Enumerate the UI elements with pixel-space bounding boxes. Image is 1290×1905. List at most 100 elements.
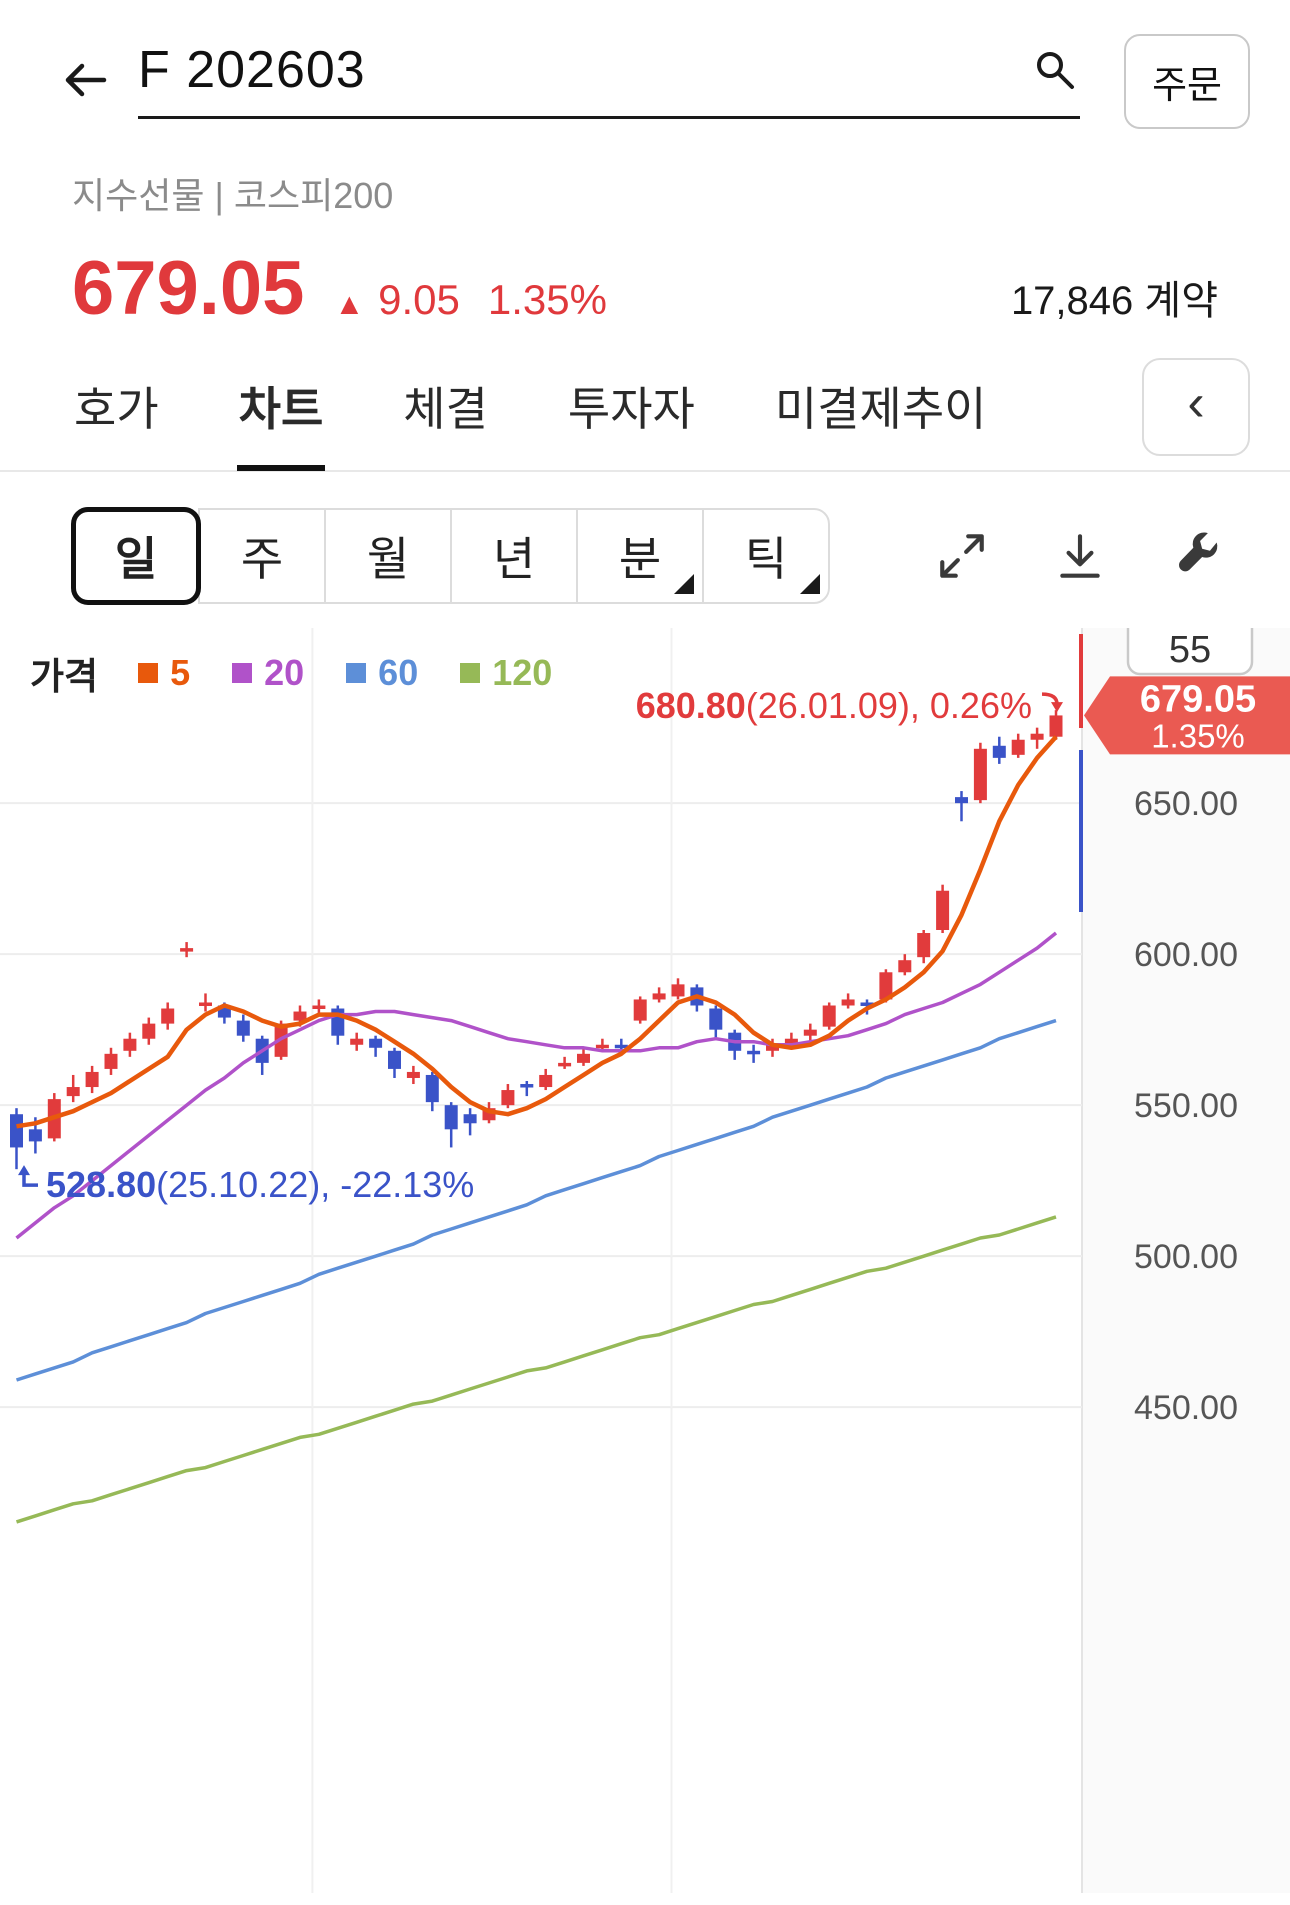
legend-items: 5 20 60 120 bbox=[138, 652, 552, 694]
legend-label: 60 bbox=[378, 652, 419, 693]
candle bbox=[236, 1020, 250, 1036]
download-button[interactable] bbox=[1052, 528, 1108, 584]
contract-volume: 17,846 계약 bbox=[1010, 279, 1218, 323]
candle bbox=[898, 960, 912, 973]
legend-swatch-icon bbox=[346, 663, 367, 683]
period-label: 일 bbox=[114, 533, 158, 585]
candle bbox=[142, 1023, 156, 1039]
candle bbox=[766, 1044, 779, 1051]
period-label: 주 bbox=[240, 533, 284, 585]
price-axis-panel bbox=[1082, 628, 1290, 1893]
current-price: 679.05 bbox=[72, 246, 305, 331]
candle bbox=[747, 1050, 761, 1055]
ma-line-5 bbox=[16, 735, 1058, 1129]
period-day-button[interactable]: 일 bbox=[71, 507, 201, 605]
y-axis-label: 450.00 bbox=[1134, 1389, 1238, 1427]
candle bbox=[803, 1029, 817, 1036]
ma-line-120 bbox=[15, 1215, 1057, 1524]
candle bbox=[1030, 733, 1044, 740]
y-axis-label: 650.00 bbox=[1134, 785, 1238, 823]
price-chart[interactable]: 가격 5 20 60 120 650.00 600.00 550.00 500.00 450.… bbox=[0, 628, 1290, 1893]
candle bbox=[350, 1038, 364, 1045]
candle bbox=[293, 1011, 307, 1021]
y-axis-label: 500.00 bbox=[1134, 1238, 1238, 1276]
period-year-button[interactable]: 년 bbox=[450, 508, 578, 604]
candle bbox=[652, 993, 666, 1000]
y-axis-label: 600.00 bbox=[1134, 936, 1238, 974]
ma-line-20 bbox=[15, 931, 1058, 1240]
tabs-scroll-left-button[interactable]: ‹ bbox=[1142, 358, 1250, 456]
chevron-left-icon: ‹ bbox=[1187, 374, 1205, 432]
badge-price-label: 679.05 bbox=[1140, 678, 1256, 720]
candle bbox=[123, 1038, 137, 1051]
chart-legend: 가격 5 20 60 120 bbox=[30, 646, 552, 700]
legend-label: 120 bbox=[492, 652, 553, 693]
badge-percent-label: 1.35% bbox=[1151, 717, 1245, 754]
candle bbox=[633, 999, 647, 1021]
candle bbox=[444, 1105, 458, 1130]
candle bbox=[425, 1074, 439, 1103]
legend-swatch-icon bbox=[232, 663, 253, 683]
edge-mark-red bbox=[1079, 634, 1083, 728]
period-month-button[interactable]: 월 bbox=[324, 508, 452, 604]
low-marker-arrow bbox=[22, 1173, 38, 1187]
legend-item-ma60: 60 bbox=[346, 652, 418, 694]
candle bbox=[917, 933, 931, 958]
candle bbox=[822, 1005, 836, 1027]
chart-settings-button[interactable] bbox=[1170, 528, 1226, 584]
candle bbox=[614, 1044, 628, 1049]
current-price-badge bbox=[1084, 676, 1290, 755]
candle bbox=[936, 890, 950, 930]
candle bbox=[161, 1008, 175, 1024]
order-button[interactable]: 주문 bbox=[1124, 34, 1250, 129]
candles-layer bbox=[10, 710, 1063, 1170]
legend-title: 가격 bbox=[30, 656, 99, 697]
tab-chart[interactable]: 차트 bbox=[236, 359, 326, 471]
legend-swatch-icon bbox=[460, 663, 481, 683]
tab-quotes[interactable]: 호가 bbox=[74, 383, 159, 435]
axis-value-box bbox=[1126, 628, 1254, 676]
candle bbox=[388, 1050, 401, 1069]
header: F 202603 주문 bbox=[0, 0, 1290, 129]
candle bbox=[577, 1053, 590, 1063]
dropdown-corner-icon bbox=[800, 574, 820, 594]
candle bbox=[312, 1005, 326, 1009]
expand-icon bbox=[940, 534, 984, 578]
period-tick-button[interactable]: 틱 bbox=[702, 508, 830, 604]
legend-item-ma20: 20 bbox=[232, 652, 304, 694]
tab-investors[interactable]: 투자자 bbox=[567, 383, 695, 435]
period-minute-button[interactable]: 분 bbox=[576, 508, 704, 604]
axis-value-partial-label: 55 bbox=[1169, 629, 1211, 671]
candle bbox=[1049, 715, 1063, 737]
back-button[interactable] bbox=[56, 52, 112, 108]
instrument-category: 지수선물 | 코스피200 bbox=[72, 175, 394, 216]
candle bbox=[406, 1071, 420, 1078]
candle bbox=[539, 1074, 553, 1088]
high-annotation: 680.80(26.01.09), 0.26% bbox=[636, 685, 1032, 726]
candle bbox=[369, 1038, 383, 1048]
search-button[interactable] bbox=[1030, 45, 1080, 95]
period-week-button[interactable]: 주 bbox=[198, 508, 326, 604]
tab-open-interest[interactable]: 미결제추이 bbox=[774, 383, 987, 435]
candle bbox=[501, 1090, 515, 1106]
candle bbox=[879, 972, 893, 1000]
toolbar-icons bbox=[934, 528, 1226, 584]
ma-line-60 bbox=[15, 1018, 1057, 1382]
candle bbox=[1011, 739, 1025, 755]
chart-canvas[interactable]: 650.00 600.00 550.00 500.00 450.00 680.80(26.… bbox=[0, 628, 1290, 1893]
symbol-search-field[interactable]: F 202603 bbox=[138, 40, 1081, 119]
low-annotation: 528.80(25.10.22), -22.13% bbox=[46, 1164, 474, 1205]
candle bbox=[85, 1071, 99, 1088]
fullscreen-button[interactable] bbox=[934, 528, 990, 584]
page-title: F 202603 bbox=[138, 41, 366, 99]
candle bbox=[955, 797, 968, 804]
wrench-icon bbox=[1179, 532, 1218, 572]
dropdown-corner-icon bbox=[674, 574, 694, 594]
legend-swatch-icon bbox=[138, 663, 159, 683]
edge-mark-blue bbox=[1079, 750, 1083, 912]
candle bbox=[784, 1038, 798, 1045]
candle bbox=[973, 748, 987, 801]
tab-list: 호가 차트 체결 투자자 미결제추이 bbox=[72, 359, 989, 471]
tab-fills[interactable]: 체결 bbox=[403, 383, 488, 435]
